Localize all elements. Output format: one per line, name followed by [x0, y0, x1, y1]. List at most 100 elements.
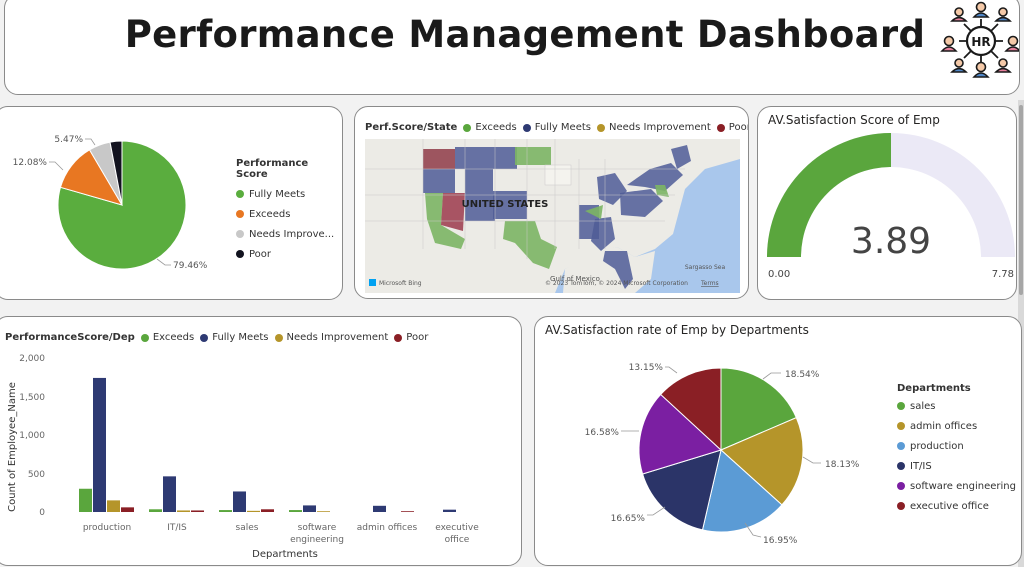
gauge-value: 3.89: [851, 221, 931, 262]
bar-chart[interactable]: Count of Employee_Name Departments 2,000…: [0, 317, 522, 566]
dept-pie-label-sales: 18.54%: [785, 370, 820, 380]
page-scroll-thumb[interactable]: [1019, 105, 1023, 295]
legend-item-exceeds[interactable]: Exceeds: [236, 204, 342, 224]
dept-pie-label-executive: 13.15%: [629, 363, 664, 373]
performance-by-department-bar-card[interactable]: PerformanceScore/Dep Exceeds Fully Meets…: [0, 316, 522, 566]
bar-header: PerformanceScore/Dep Exceeds Fully Meets…: [5, 332, 428, 343]
bar-it-is-needs-improvement[interactable]: [177, 510, 190, 512]
legend-item-admin-offices[interactable]: admin offices: [897, 416, 1016, 436]
bar-production-exceeds[interactable]: [79, 488, 92, 512]
map-terms-link[interactable]: Terms: [700, 280, 719, 287]
performance-score-pie-chart[interactable]: 79.46% 12.08% 5.47%: [0, 107, 343, 300]
legend-dot: [200, 333, 209, 342]
pie-leader-line: [85, 138, 96, 146]
legend-dot: [897, 482, 905, 490]
state-fully-meets: [465, 195, 495, 221]
bar-software-engineering-fully-meets[interactable]: [303, 505, 316, 512]
dept-pie-label-software: 16.58%: [585, 428, 620, 438]
bing-logo-icon: [369, 279, 376, 286]
pie-slice-poor[interactable]: [109, 140, 123, 206]
state-fully-meets: [620, 189, 663, 217]
dept-pie-label-it: 16.65%: [611, 514, 646, 524]
map-legend-fully-meets[interactable]: Fully Meets: [522, 122, 591, 133]
legend-label: production: [910, 440, 964, 452]
legend-dot: [463, 123, 472, 132]
bar-legend-poor[interactable]: Poor: [394, 332, 428, 343]
departments-legend: Departments sales admin offices producti…: [897, 383, 1016, 516]
map-legend-exceeds[interactable]: Exceeds: [463, 122, 517, 133]
legend-dot: [236, 250, 244, 258]
bar-sales-needs-improvement[interactable]: [247, 510, 260, 512]
bar-sales-fully-meets[interactable]: [233, 491, 246, 512]
legend-item-production[interactable]: production: [897, 436, 1016, 456]
bar-software-engineering-exceeds[interactable]: [289, 510, 302, 512]
bar-software-engineering-needs-improvement[interactable]: [317, 511, 330, 512]
pie-leader-line: [744, 522, 762, 538]
state-exceeds: [425, 193, 465, 249]
bar-admin-offices-poor[interactable]: [401, 511, 414, 512]
map-sea-label: Sargasso Sea: [685, 264, 726, 271]
pie-slice-sales[interactable]: [720, 367, 797, 451]
legend-label: Fully Meets: [249, 188, 306, 200]
legend-dot: [236, 230, 244, 238]
pie-slice-executive-office[interactable]: [659, 367, 722, 452]
legend-item-needs-improvement[interactable]: Needs Improve...: [236, 224, 342, 244]
state-poor: [441, 193, 465, 231]
y-tick-label: 1,500: [19, 393, 45, 403]
pie-leader-line: [156, 258, 171, 266]
department-satisfaction-pie-card[interactable]: AV.Satisfaction rate of Emp by Departmen…: [534, 316, 1022, 566]
bar-executive-office-fully-meets[interactable]: [443, 509, 456, 512]
pie-slice-software-engineering[interactable]: [638, 393, 722, 475]
bar-it-is-poor[interactable]: [191, 510, 204, 512]
pie-slice-admin-offices[interactable]: [720, 416, 804, 506]
bar-production-needs-improvement[interactable]: [107, 500, 120, 512]
legend-dot: [274, 333, 283, 342]
bar-sales-exceeds[interactable]: [219, 510, 232, 512]
bar-chart-title: PerformanceScore/Dep: [5, 332, 135, 343]
satisfaction-gauge-card[interactable]: AV.Satisfaction Score of Emp 3.89 0.00 7…: [757, 106, 1017, 300]
state-borders: [365, 139, 685, 259]
legend-item-software-engineering[interactable]: software engineering: [897, 476, 1016, 496]
state-fully-meets: [603, 251, 633, 289]
map-legend-needs-improvement[interactable]: Needs Improvement: [597, 122, 711, 133]
bar-legend-exceeds[interactable]: Exceeds: [140, 332, 194, 343]
bar-legend-fully-meets[interactable]: Fully Meets: [200, 332, 269, 343]
us-states-map[interactable]: UNITED STATES Gulf of Mexico Sargasso Se…: [365, 139, 740, 293]
pie-leader-line: [665, 366, 678, 374]
map-copyright: © 2023 TomTom, © 2024 Microsoft Corporat…: [545, 280, 688, 287]
legend-label: Poor: [728, 122, 749, 133]
legend-dot: [716, 123, 725, 132]
x-category-label: office: [445, 535, 470, 545]
department-pie-chart[interactable]: 18.54% 18.13% 16.95% 16.65% 16.58% 13.15…: [535, 317, 1022, 566]
legend-item-it-is[interactable]: IT/IS: [897, 456, 1016, 476]
pie-slice-it-is[interactable]: [641, 449, 722, 531]
map-title: Perf.Score/State: [365, 122, 458, 133]
gauge-fill: [767, 133, 891, 257]
bar-sales-poor[interactable]: [261, 509, 274, 512]
legend-item-sales[interactable]: sales: [897, 396, 1016, 416]
satisfaction-gauge[interactable]: 3.89 0.00 7.78: [758, 107, 1017, 300]
bar-production-fully-meets[interactable]: [93, 377, 106, 512]
bar-admin-offices-fully-meets[interactable]: [373, 505, 386, 512]
bar-legend-needs-improvement[interactable]: Needs Improvement: [274, 332, 388, 343]
map-legend-poor[interactable]: Poor: [716, 122, 749, 133]
performance-score-pie-card[interactable]: 79.46% 12.08% 5.47% Performance Score Fu…: [0, 106, 343, 300]
state-fully-meets: [597, 173, 627, 205]
gauge-title: AV.Satisfaction Score of Emp: [768, 113, 940, 127]
legend-item-executive-office[interactable]: executive office: [897, 496, 1016, 516]
legend-item-fully-meets[interactable]: Fully Meets: [236, 184, 342, 204]
y-tick-label: 0: [39, 508, 45, 518]
y-tick-label: 500: [28, 470, 45, 480]
legend-dot: [236, 190, 244, 198]
bar-production-poor[interactable]: [121, 507, 134, 512]
legend-title: Departments: [897, 383, 971, 394]
perf-score-state-map-card[interactable]: Perf.Score/State Exceeds Fully Meets Nee…: [354, 106, 749, 299]
dept-pie-title: AV.Satisfaction rate of Emp by Departmen…: [545, 323, 809, 337]
y-tick-label: 1,000: [19, 431, 45, 441]
pie-label-fully-meets: 79.46%: [173, 261, 208, 271]
pie-slice-production[interactable]: [701, 449, 783, 533]
legend-item-poor[interactable]: Poor: [236, 244, 342, 264]
bar-it-is-fully-meets[interactable]: [163, 476, 176, 512]
bar-it-is-exceeds[interactable]: [149, 509, 162, 512]
state-exceeds: [515, 147, 551, 165]
